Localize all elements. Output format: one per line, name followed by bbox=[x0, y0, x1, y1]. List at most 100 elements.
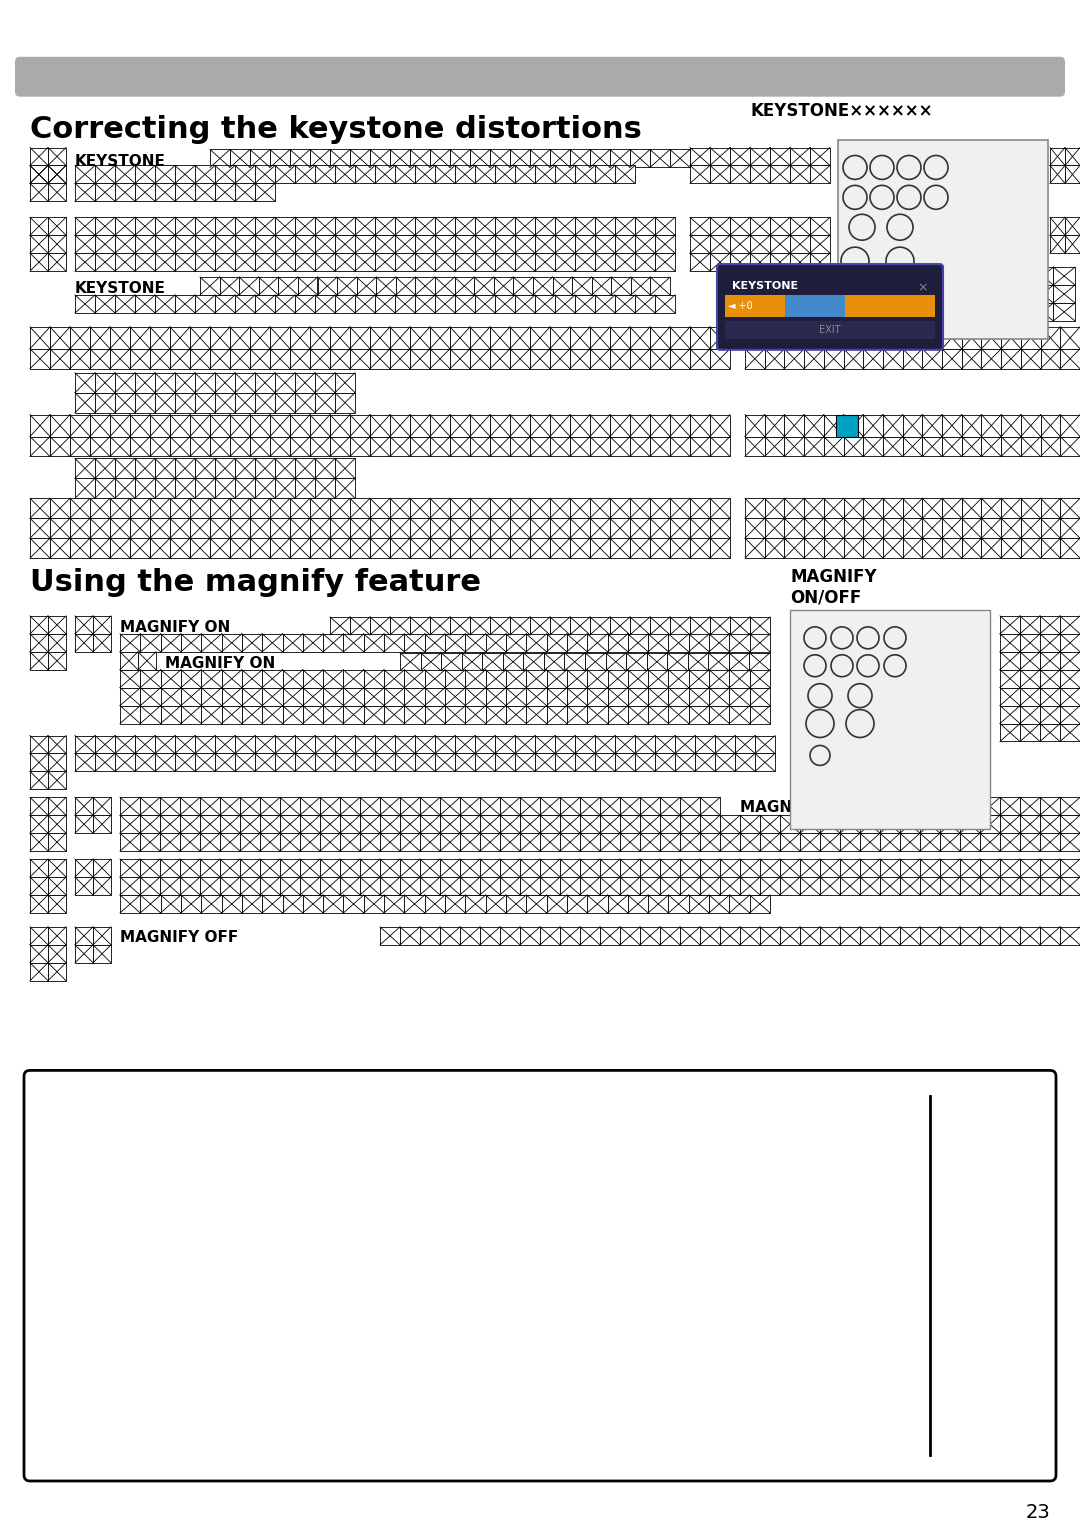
Bar bbox=[975, 1236, 995, 1256]
Bar bbox=[140, 670, 161, 688]
Bar bbox=[255, 458, 275, 478]
Bar bbox=[620, 926, 640, 945]
Bar bbox=[526, 1213, 545, 1235]
Bar bbox=[1015, 1170, 1035, 1190]
Bar bbox=[140, 797, 160, 815]
Bar bbox=[390, 436, 410, 456]
Bar bbox=[270, 539, 291, 559]
Bar bbox=[680, 797, 700, 815]
Bar bbox=[355, 253, 375, 272]
Bar bbox=[384, 705, 404, 723]
Bar bbox=[875, 1192, 895, 1212]
Bar bbox=[680, 877, 700, 894]
Bar bbox=[183, 1192, 203, 1212]
Bar bbox=[470, 327, 490, 349]
Bar bbox=[181, 1236, 202, 1256]
Bar bbox=[728, 1280, 748, 1300]
Bar bbox=[483, 653, 503, 671]
Bar bbox=[364, 633, 384, 652]
Bar bbox=[588, 633, 607, 652]
Bar bbox=[480, 859, 500, 877]
Bar bbox=[631, 1080, 650, 1100]
Bar bbox=[1041, 415, 1061, 436]
Bar bbox=[140, 859, 160, 877]
Bar bbox=[262, 670, 283, 688]
Bar bbox=[760, 926, 780, 945]
Bar bbox=[441, 653, 461, 671]
Bar bbox=[687, 1105, 707, 1125]
Bar bbox=[750, 1192, 771, 1212]
Bar bbox=[450, 436, 470, 456]
Bar bbox=[222, 1280, 242, 1300]
Bar bbox=[667, 1213, 687, 1235]
Bar bbox=[323, 1105, 343, 1125]
Bar bbox=[235, 372, 255, 392]
Bar bbox=[303, 1126, 323, 1146]
Bar bbox=[942, 349, 962, 369]
Bar bbox=[670, 617, 690, 635]
Bar bbox=[230, 499, 249, 519]
Bar bbox=[186, 1080, 205, 1100]
Bar bbox=[135, 458, 156, 478]
Bar bbox=[60, 1213, 80, 1235]
Bar bbox=[135, 235, 156, 253]
Bar bbox=[768, 1170, 788, 1190]
Bar bbox=[388, 1080, 408, 1100]
Bar bbox=[60, 1323, 80, 1343]
Bar bbox=[114, 235, 135, 253]
Bar bbox=[110, 349, 130, 369]
Bar bbox=[667, 1323, 687, 1343]
Bar bbox=[75, 754, 95, 771]
Bar bbox=[540, 815, 561, 833]
Bar bbox=[780, 833, 800, 852]
Bar bbox=[788, 1280, 809, 1300]
Bar bbox=[170, 539, 190, 559]
Bar bbox=[424, 1126, 445, 1146]
Bar bbox=[935, 1257, 955, 1277]
Bar bbox=[490, 539, 510, 559]
Text: MAGNIFY: MAGNIFY bbox=[789, 568, 877, 586]
Bar bbox=[75, 945, 93, 963]
Bar bbox=[410, 499, 430, 519]
Bar bbox=[710, 349, 730, 369]
Text: KEYSTONE: KEYSTONE bbox=[732, 281, 798, 291]
Bar bbox=[720, 815, 740, 833]
Bar bbox=[160, 833, 180, 852]
Bar bbox=[230, 415, 249, 436]
Bar bbox=[201, 705, 221, 723]
Bar bbox=[909, 1257, 930, 1277]
Bar bbox=[320, 859, 340, 877]
Bar bbox=[710, 705, 729, 723]
Bar bbox=[800, 833, 820, 852]
Bar bbox=[570, 617, 590, 635]
Bar bbox=[95, 754, 114, 771]
Bar bbox=[530, 349, 550, 369]
Bar bbox=[500, 926, 519, 945]
Bar bbox=[1040, 926, 1059, 945]
Bar bbox=[903, 349, 922, 369]
Bar bbox=[175, 458, 195, 478]
Bar bbox=[445, 688, 465, 705]
Bar bbox=[150, 539, 170, 559]
Bar bbox=[337, 278, 356, 295]
Bar bbox=[407, 1192, 428, 1212]
Bar bbox=[505, 1213, 526, 1235]
Bar bbox=[505, 1302, 526, 1322]
Bar bbox=[222, 1302, 242, 1322]
Bar bbox=[203, 1148, 224, 1167]
Bar bbox=[285, 1192, 305, 1212]
Bar bbox=[1020, 877, 1040, 894]
Bar bbox=[285, 1148, 305, 1167]
Bar bbox=[540, 877, 561, 894]
Bar bbox=[120, 705, 140, 723]
Bar bbox=[135, 165, 156, 183]
Bar bbox=[529, 1148, 550, 1167]
Bar bbox=[903, 415, 922, 436]
Bar bbox=[350, 349, 370, 369]
Bar bbox=[505, 1105, 526, 1125]
Bar bbox=[190, 415, 210, 436]
Bar bbox=[922, 519, 942, 539]
Bar bbox=[350, 539, 370, 559]
Bar bbox=[869, 1170, 890, 1190]
Bar bbox=[900, 815, 920, 833]
